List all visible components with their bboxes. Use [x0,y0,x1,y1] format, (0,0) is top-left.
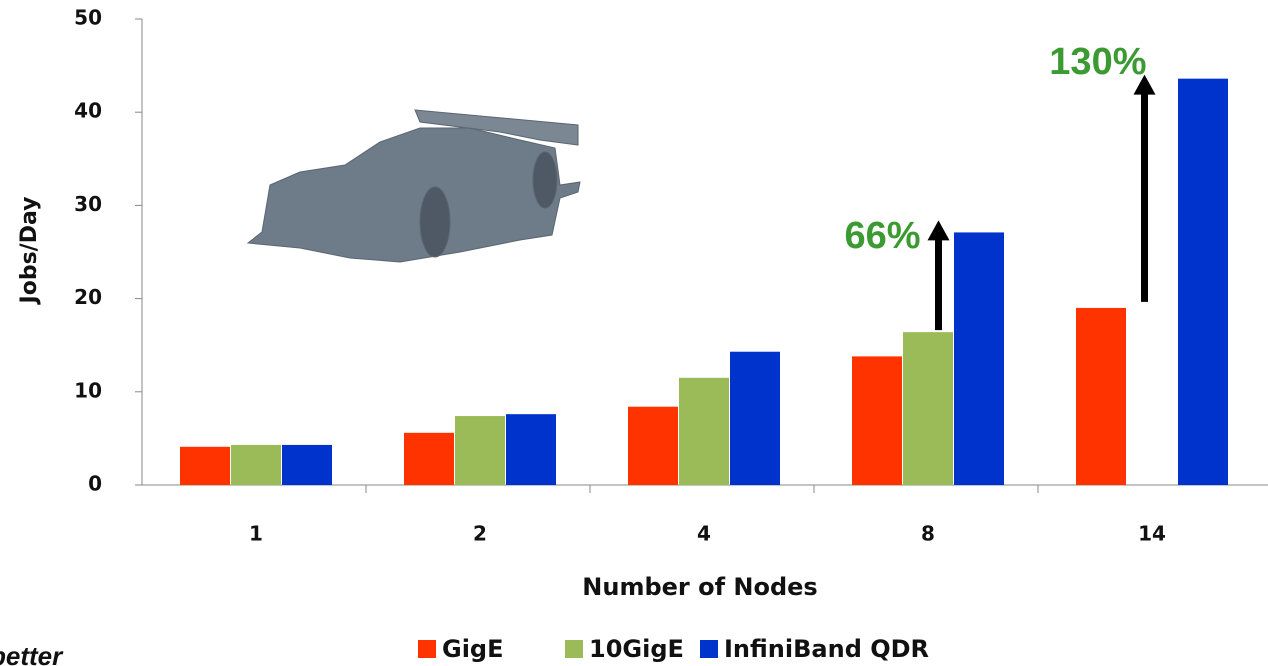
car-illustration [248,110,580,262]
bar [1076,308,1126,485]
legend-label: InfiniBand QDR [724,635,929,663]
bar [903,332,953,485]
bar [954,232,1004,485]
annotation: 130% [1049,41,1146,83]
bar [730,352,780,485]
y-tick-label: 20 [74,285,102,309]
x-tick-label: 1 [249,522,263,546]
legend-label: GigE [442,635,504,663]
y-tick-label: 50 [74,6,102,30]
bar [1178,79,1228,485]
y-tick-label: 30 [74,192,102,216]
x-tick-label: 4 [697,522,711,546]
bar [506,414,556,485]
arrow-head [928,220,950,240]
annotation: 66% [844,215,920,257]
x-tick-label: 2 [473,522,487,546]
note: better [0,641,64,666]
bar [455,416,505,485]
x-tick-label: 8 [921,522,935,546]
legend-label: 10GigE [589,635,684,663]
y-tick-label: 0 [88,472,102,496]
bar [404,433,454,485]
bar [679,378,729,485]
bar [628,407,678,485]
bar [282,445,332,485]
x-tick-label: 14 [1138,522,1166,546]
bar [231,445,281,485]
y-tick-label: 10 [74,378,102,402]
y-tick-label: 40 [74,99,102,123]
legend-swatch [565,640,583,658]
bar [180,447,230,485]
x-axis-title: Number of Nodes [582,573,817,601]
y-axis-title: Jobs/Day [17,197,42,306]
chart: better Number of Nodes Jobs/Day 0 10 20 30 4… [0,0,1268,666]
bar [852,356,902,485]
legend-swatch [418,640,436,658]
legend-swatch [700,640,718,658]
